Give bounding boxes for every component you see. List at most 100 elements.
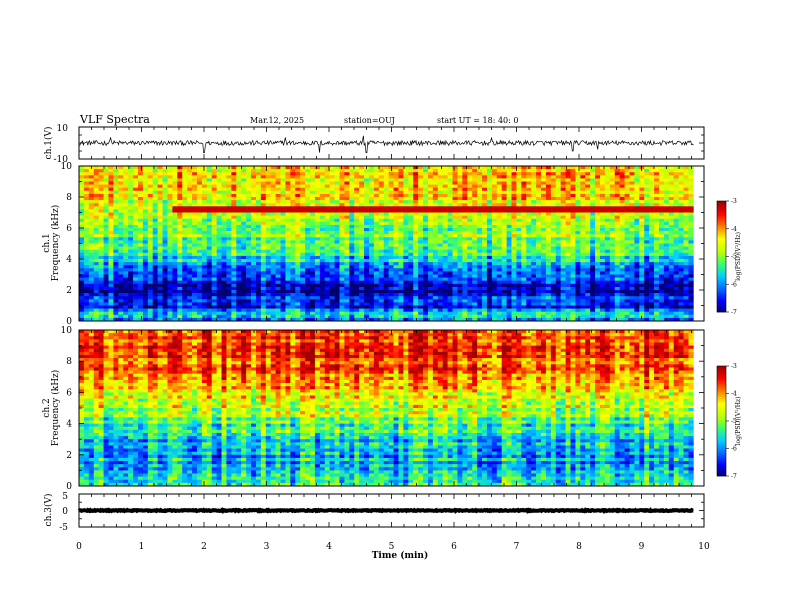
ch1-spectrogram-cell <box>408 283 414 288</box>
ch1-spectrogram-cell <box>437 212 444 216</box>
ch1-spectrogram-cell <box>462 277 468 281</box>
ch1-spectrogram-cell <box>511 166 517 170</box>
ch1-spectrogram-cell <box>118 277 124 281</box>
ch1-spectrogram-cell <box>398 228 404 232</box>
ch1-spectrogram-cell <box>255 243 262 247</box>
ch1-spectrogram-cell <box>108 252 114 257</box>
ch1-spectrogram-cell <box>295 190 301 195</box>
ch1-spectrogram-cell <box>477 283 483 288</box>
ch1-spectrogram-cell <box>418 221 424 226</box>
ch1-spectrogram-cell <box>604 209 611 213</box>
ch1-spectrogram-cell <box>423 271 429 275</box>
ch1-spectrogram-cell <box>437 255 444 260</box>
ch1-spectrogram-cell <box>447 280 453 285</box>
ch1-spectrogram-cell <box>403 187 409 192</box>
ch1-spectrogram-cell <box>427 243 434 247</box>
ch1-spectrogram-cell <box>482 259 488 263</box>
ch1-spectrogram-cell <box>393 181 399 185</box>
ch1-spectrogram-cell <box>457 215 463 219</box>
ch1-spectrogram-cell <box>388 268 394 272</box>
ch1-spectrogram-cell <box>319 203 326 207</box>
ch1-spectrogram-cell <box>152 243 158 247</box>
ch1-spectrogram-cell <box>285 268 291 272</box>
ch1-spectrogram-cell <box>619 175 625 179</box>
ch1-spectrogram-cell <box>236 190 242 195</box>
ch1-spectrogram-cell <box>418 234 424 238</box>
ch1-spectrogram-cell <box>418 215 424 219</box>
ch1-spectrogram-cell <box>187 228 193 232</box>
ch1-spectrogram-cell <box>187 249 193 254</box>
ch1-spectrogram-cell <box>521 243 527 247</box>
ch1-spectrogram-cell <box>565 172 571 176</box>
ch1-spectrogram-cell <box>467 169 473 173</box>
ch1-spectrogram-cell <box>83 249 90 254</box>
ch1-spectrogram-cell <box>408 172 414 176</box>
ch1-spectrogram-cell <box>108 234 114 238</box>
ch1-spectrogram-cell <box>305 178 311 182</box>
ch1-spectrogram-cell <box>265 283 271 288</box>
ch1-spectrogram-cell <box>580 224 586 229</box>
ch1-spectrogram-cell <box>526 169 532 173</box>
ch1-spectrogram-cell <box>560 231 566 235</box>
ch1-spectrogram-cell <box>437 231 444 235</box>
ch1-spectrogram-cell <box>482 255 488 260</box>
ch1-spectrogram-cell <box>604 224 611 229</box>
ch1-spectrogram-cell <box>108 243 114 247</box>
ch1-spectrogram-cell <box>251 246 257 250</box>
ch1-spectrogram-cell <box>555 259 561 263</box>
ch1-spectrogram-cell <box>305 265 311 269</box>
ch1-spectrogram-cell <box>93 274 99 278</box>
ch1-spectrogram-cell <box>516 187 522 192</box>
ch1-spectrogram-cell <box>604 166 611 170</box>
ch1-spectrogram-cell <box>167 215 173 219</box>
ch1-spectrogram-cell <box>604 280 611 285</box>
ch1-spectrogram-cell <box>536 252 542 257</box>
ch1-spectrogram-cell <box>580 240 586 244</box>
ch1-spectrogram-cell <box>658 175 665 179</box>
ch1-spectrogram-cell <box>531 221 537 226</box>
ch1-spectrogram-cell <box>678 178 684 182</box>
ch1-spectrogram-cell <box>521 280 527 285</box>
ch1-spectrogram-cell <box>103 221 109 226</box>
ch1-spectrogram-cell <box>609 169 616 173</box>
ch1-spectrogram-cell <box>265 252 271 257</box>
ch1-spectrogram-cell <box>604 221 611 226</box>
ch1-spectrogram-cell <box>442 200 448 204</box>
ch1-spectrogram-cell <box>98 187 104 192</box>
ch1-spectrogram-cell <box>383 200 389 204</box>
ch1-spectrogram-cell <box>157 262 163 266</box>
ch1-spectrogram-cell <box>98 197 104 201</box>
ch1-spectrogram-cell <box>624 212 630 216</box>
ch1-spectrogram-cell <box>673 175 679 179</box>
ch1-spectrogram-cell <box>550 218 557 223</box>
ch1-spectrogram-cell <box>521 265 527 269</box>
ch1-spectrogram-cell <box>231 249 237 254</box>
ch1-spectrogram-cell <box>359 274 365 278</box>
ch1-spectrogram-cell <box>437 228 444 232</box>
ch1-spectrogram-cell <box>531 283 537 288</box>
ch1-spectrogram-cell <box>644 255 650 260</box>
ch1-spectrogram-cell <box>265 277 271 281</box>
ch1-spectrogram-cell <box>477 206 483 210</box>
ch1-spectrogram-cell <box>447 252 453 257</box>
ch1-spectrogram-cell <box>447 262 453 266</box>
ch1-spectrogram-cell <box>575 206 581 210</box>
ch1-spectrogram-cell <box>388 259 394 263</box>
ch1-spectrogram-cell <box>251 178 257 182</box>
ch1-spectrogram-cell <box>550 181 557 185</box>
ch1-spectrogram-cell <box>79 190 85 195</box>
ch1-spectrogram-cell <box>93 166 99 170</box>
ch1-spectrogram-cell <box>177 218 183 223</box>
ch1-spectrogram-cell <box>324 252 330 257</box>
ch1-spectrogram-cell <box>398 246 404 250</box>
ch1-spectrogram-cell <box>477 252 483 257</box>
ch1-spectrogram-cell <box>211 221 217 226</box>
ch1-spectrogram-cell <box>663 200 670 204</box>
ch1-spectrogram-cell <box>295 206 301 210</box>
ch1-spectrogram-cell <box>649 228 655 232</box>
ch1-spectrogram-cell <box>418 187 424 192</box>
ch1-spectrogram-cell <box>511 181 517 185</box>
ch1-spectrogram-cell <box>536 249 542 254</box>
ch1-spectrogram-cell <box>683 172 689 176</box>
ch1-spectrogram-cell <box>437 249 444 254</box>
